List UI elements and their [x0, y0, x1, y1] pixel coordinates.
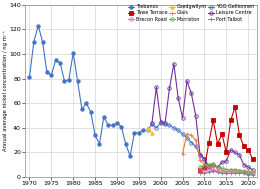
- Y-axis label: Annual average nickel concentration / ng m⁻³: Annual average nickel concentration / ng…: [3, 31, 8, 151]
- Legend: Trebanos, Tawe Terrace, Brecon Road, Coedgwilym, Glais, Morriston, YGG Gellionne: Trebanos, Tawe Terrace, Brecon Road, Coe…: [128, 4, 255, 22]
